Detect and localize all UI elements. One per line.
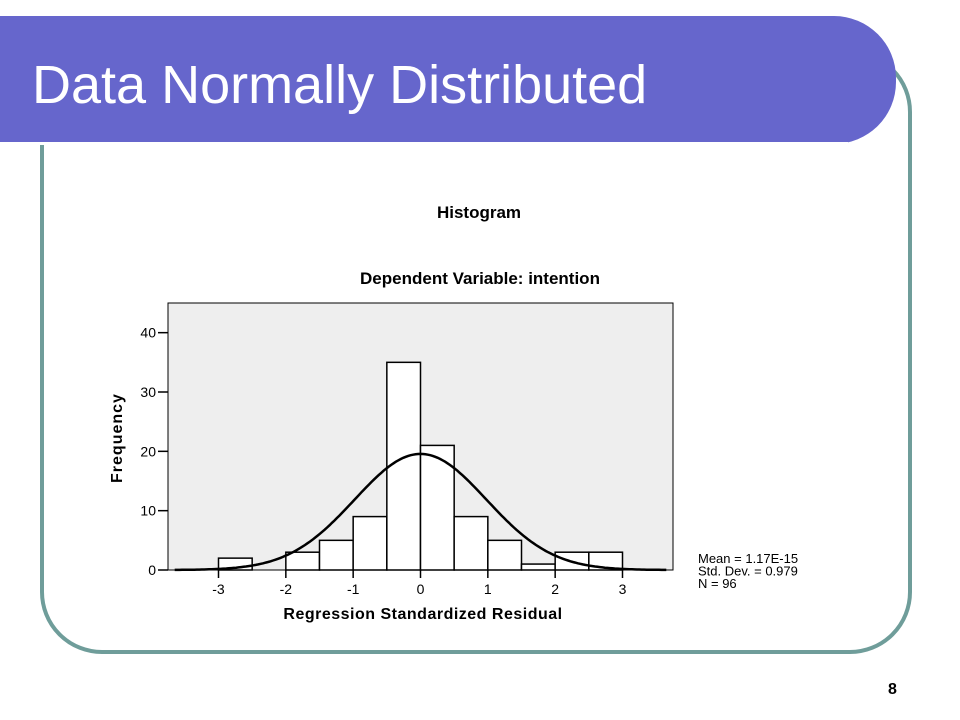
stats-line: N = 96 <box>698 576 737 591</box>
histogram-bar <box>520 563 556 571</box>
x-tick-label: 0 <box>417 581 425 597</box>
title-underline <box>0 142 848 145</box>
x-tick-label: -3 <box>212 581 225 597</box>
histogram-bar <box>285 551 321 571</box>
y-tick-label: 30 <box>140 384 156 400</box>
x-axis: -3 -2 -1 0 1 2 3 <box>212 570 627 597</box>
y-axis: 0 10 20 30 40 <box>140 325 168 578</box>
histogram-bar <box>453 515 489 571</box>
histogram-bar <box>386 361 422 571</box>
chart-title: Histogram <box>437 203 521 222</box>
x-tick-label: 2 <box>551 581 559 597</box>
histogram-bar <box>487 539 523 571</box>
histogram-bars <box>217 361 624 571</box>
histogram-bar <box>352 515 388 571</box>
title-bar: Data Normally Distributed <box>0 16 896 145</box>
page-number: 8 <box>888 681 897 698</box>
y-axis-label: Frequency <box>109 393 126 483</box>
y-tick-label: 40 <box>140 325 156 341</box>
x-tick-label: 1 <box>484 581 492 597</box>
x-axis-label: Regression Standardized Residual <box>283 606 562 623</box>
stats-line: Std. Dev. = 0.979 <box>698 564 798 579</box>
histogram-bar <box>217 557 253 571</box>
x-tick-label: -2 <box>280 581 293 597</box>
y-tick-label: 0 <box>148 562 156 578</box>
normal-curve <box>174 452 667 572</box>
histogram-bar <box>318 539 354 571</box>
x-tick-label: -1 <box>347 581 360 597</box>
slide-title: Data Normally Distributed <box>32 55 648 115</box>
histogram-bar <box>419 444 455 571</box>
chart-subtitle: Dependent Variable: intention <box>360 269 600 288</box>
stats-line: Mean = 1.17E-15 <box>698 551 798 566</box>
x-tick-label: 3 <box>619 581 627 597</box>
y-tick-label: 10 <box>140 503 156 519</box>
y-tick-label: 20 <box>140 443 156 459</box>
